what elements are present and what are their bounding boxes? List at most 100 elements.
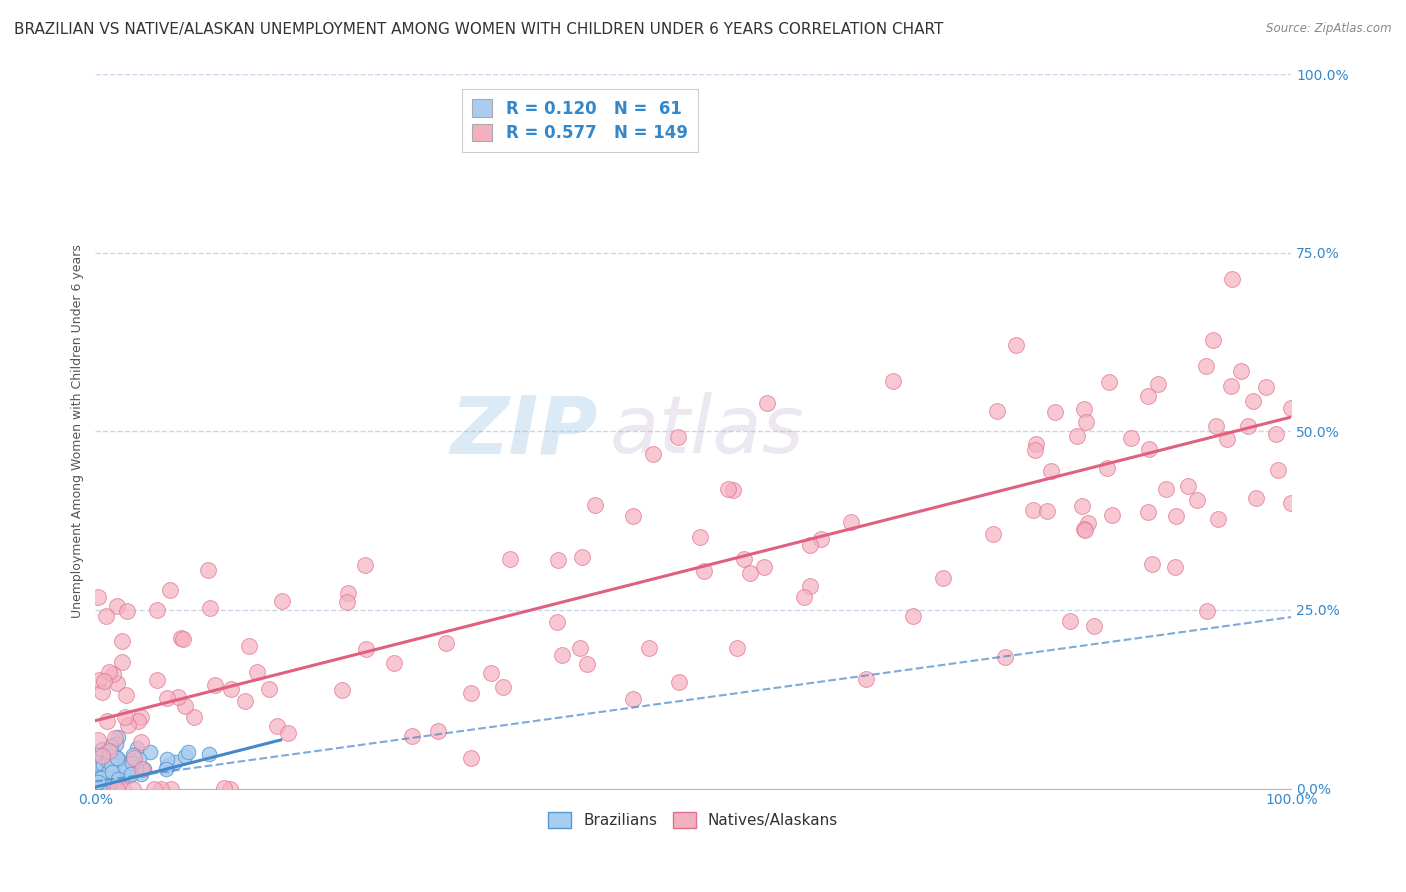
Point xyxy=(155,762,177,776)
Point xyxy=(1025,437,1047,451)
Point xyxy=(149,781,172,796)
Point xyxy=(91,684,114,698)
Point xyxy=(1264,427,1286,442)
Point xyxy=(689,530,711,544)
Point xyxy=(120,767,142,781)
Point xyxy=(183,710,205,724)
Point xyxy=(107,731,129,745)
Point xyxy=(1267,463,1289,477)
Point xyxy=(354,558,377,572)
Point xyxy=(100,757,122,772)
Point xyxy=(104,773,127,788)
Point xyxy=(87,775,110,789)
Point xyxy=(799,579,821,593)
Point xyxy=(756,395,779,409)
Point xyxy=(571,550,593,565)
Point xyxy=(479,665,502,680)
Point xyxy=(146,673,169,688)
Point xyxy=(1216,432,1239,446)
Point xyxy=(91,741,114,756)
Point xyxy=(105,781,128,796)
Point xyxy=(160,781,183,796)
Point xyxy=(583,499,606,513)
Point xyxy=(86,761,108,775)
Point xyxy=(1074,415,1097,429)
Point xyxy=(96,714,118,728)
Point xyxy=(125,740,148,755)
Point xyxy=(198,600,221,615)
Point xyxy=(1195,359,1218,373)
Point xyxy=(101,770,124,784)
Point xyxy=(492,680,515,694)
Point xyxy=(142,781,165,796)
Point xyxy=(87,733,110,747)
Point xyxy=(111,765,134,780)
Point xyxy=(1098,375,1121,389)
Point xyxy=(434,636,457,650)
Point xyxy=(156,759,179,773)
Point xyxy=(87,673,110,688)
Point xyxy=(97,665,120,680)
Point xyxy=(165,755,187,769)
Point xyxy=(108,753,131,767)
Point xyxy=(117,764,139,779)
Legend: Brazilians, Natives/Alaskans: Brazilians, Natives/Alaskans xyxy=(543,806,845,835)
Point xyxy=(89,770,111,784)
Point xyxy=(551,648,574,662)
Point xyxy=(117,718,139,732)
Point xyxy=(129,710,152,724)
Point xyxy=(177,745,200,759)
Point xyxy=(666,430,689,444)
Point xyxy=(1071,500,1094,514)
Point xyxy=(114,760,136,774)
Point xyxy=(721,483,744,497)
Point xyxy=(112,781,135,796)
Point xyxy=(1146,376,1168,391)
Point xyxy=(84,778,107,792)
Point xyxy=(499,552,522,566)
Point xyxy=(568,641,591,656)
Point xyxy=(1187,492,1209,507)
Point xyxy=(204,678,226,692)
Point xyxy=(156,691,179,706)
Point xyxy=(725,640,748,655)
Point xyxy=(1119,431,1142,445)
Point xyxy=(167,690,190,705)
Point xyxy=(693,565,716,579)
Point xyxy=(1140,558,1163,572)
Point xyxy=(100,739,122,753)
Point xyxy=(1177,479,1199,493)
Point xyxy=(105,599,128,613)
Point xyxy=(738,566,761,580)
Point xyxy=(839,515,862,529)
Point xyxy=(1237,418,1260,433)
Point xyxy=(1022,503,1045,517)
Point xyxy=(1073,522,1095,536)
Point xyxy=(139,745,162,759)
Point xyxy=(98,768,121,782)
Point xyxy=(643,447,665,461)
Point xyxy=(799,538,821,552)
Point xyxy=(1066,429,1088,443)
Point xyxy=(111,634,134,648)
Point xyxy=(86,755,108,769)
Point xyxy=(94,776,117,790)
Point xyxy=(1074,523,1097,537)
Point xyxy=(156,752,179,766)
Point xyxy=(621,692,644,706)
Point xyxy=(1101,508,1123,522)
Point xyxy=(97,755,120,769)
Point xyxy=(98,767,121,781)
Point xyxy=(1220,272,1243,286)
Point xyxy=(91,749,114,764)
Point xyxy=(1024,443,1046,458)
Point xyxy=(121,781,143,796)
Point xyxy=(107,772,129,786)
Text: Source: ZipAtlas.com: Source: ZipAtlas.com xyxy=(1267,22,1392,36)
Point xyxy=(84,777,107,791)
Point xyxy=(114,710,136,724)
Point xyxy=(426,723,449,738)
Point xyxy=(94,768,117,782)
Point xyxy=(93,769,115,783)
Point xyxy=(1137,389,1160,403)
